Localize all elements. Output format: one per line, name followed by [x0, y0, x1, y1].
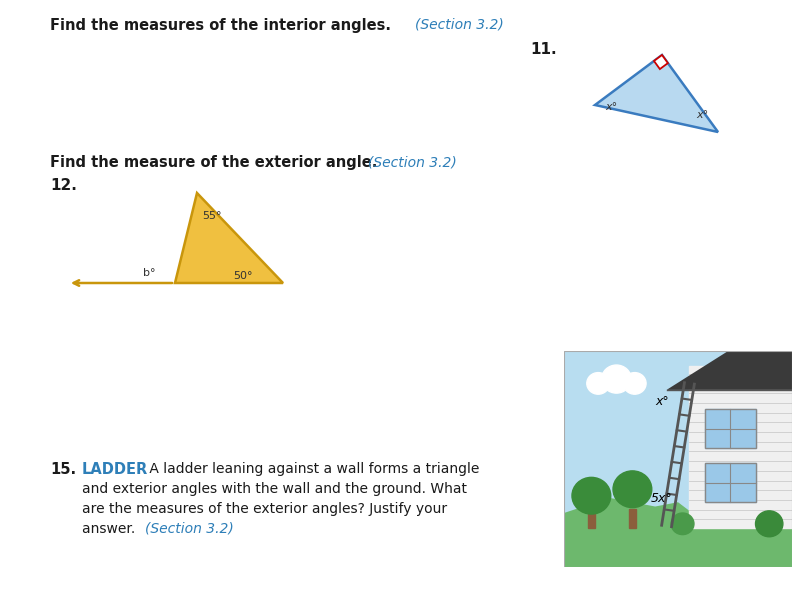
Text: 12.: 12. [50, 178, 77, 193]
Circle shape [587, 373, 610, 394]
Polygon shape [654, 55, 668, 69]
Text: 5x°: 5x° [650, 492, 672, 505]
Text: (Section 3.2): (Section 3.2) [415, 18, 504, 32]
Polygon shape [175, 193, 283, 283]
Text: (Section 3.2): (Section 3.2) [145, 522, 234, 536]
Circle shape [572, 478, 610, 514]
Bar [706, 409, 755, 448]
Circle shape [613, 471, 652, 508]
Bar [629, 509, 636, 528]
Text: 50°: 50° [233, 271, 253, 281]
Text: 11.: 11. [530, 42, 557, 57]
Bar [706, 463, 755, 502]
Circle shape [623, 373, 646, 394]
Bar [690, 366, 792, 528]
Circle shape [671, 513, 694, 535]
Text: x°: x° [605, 102, 618, 112]
Polygon shape [564, 498, 792, 567]
Text: Find the measure of the exterior angle.: Find the measure of the exterior angle. [50, 155, 378, 170]
Bar [706, 409, 755, 448]
Text: b°: b° [142, 268, 155, 278]
Text: LADDER: LADDER [82, 462, 148, 477]
Bar [588, 509, 594, 528]
Polygon shape [666, 351, 792, 390]
Bar [706, 463, 755, 502]
Text: (Section 3.2): (Section 3.2) [368, 155, 457, 169]
Polygon shape [595, 55, 718, 132]
Text: A ladder leaning against a wall forms a triangle: A ladder leaning against a wall forms a … [145, 462, 479, 476]
Circle shape [602, 365, 631, 393]
Text: Find the measures of the interior angles.: Find the measures of the interior angles… [50, 18, 391, 33]
Text: x°: x° [696, 110, 708, 120]
Text: answer.: answer. [82, 522, 144, 536]
Text: and exterior angles with the wall and the ground. What: and exterior angles with the wall and th… [82, 482, 467, 496]
Text: 55°: 55° [202, 211, 222, 221]
Bar [564, 528, 792, 567]
Text: are the measures of the exterior angles? Justify your: are the measures of the exterior angles?… [82, 502, 447, 516]
Circle shape [755, 511, 783, 537]
Text: x°: x° [655, 395, 669, 408]
Text: 15.: 15. [50, 462, 76, 477]
